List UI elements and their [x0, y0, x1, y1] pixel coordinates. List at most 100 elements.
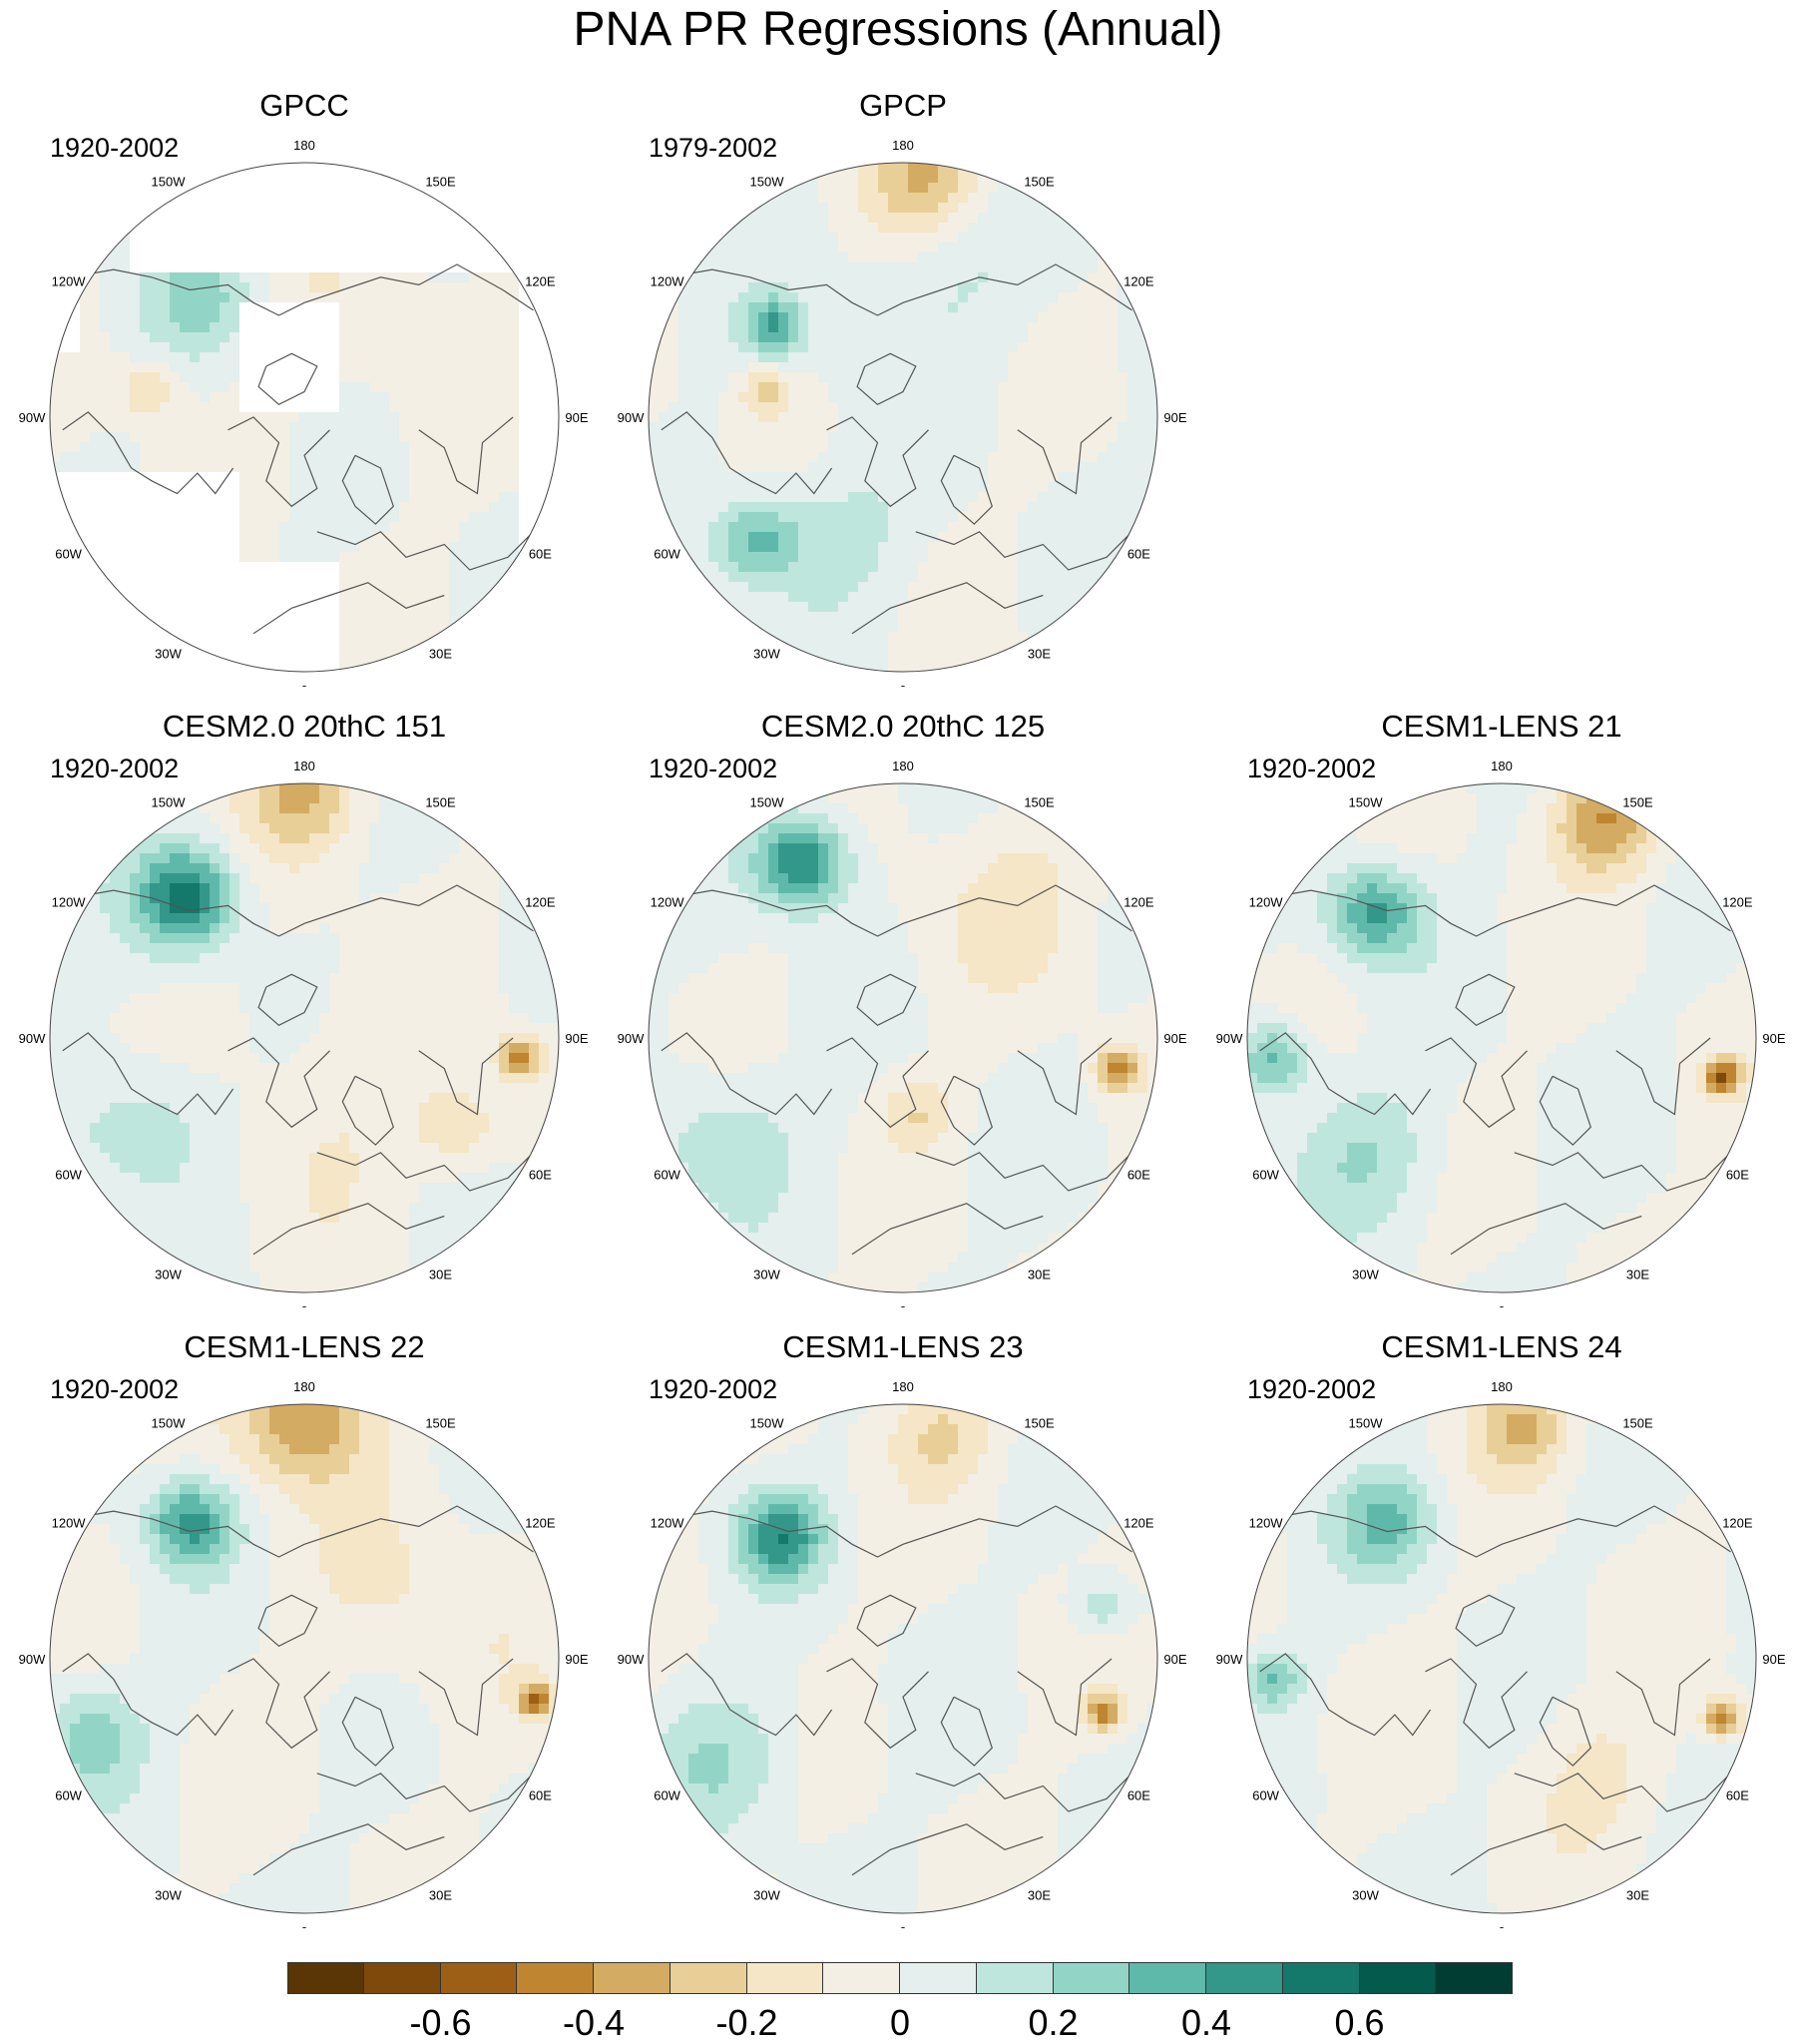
colorbar-swatch	[1054, 1962, 1130, 1994]
longitude-label: 180	[1491, 1379, 1513, 1394]
longitude-label: 120E	[1123, 1516, 1154, 1531]
longitude-label: 60W	[55, 1168, 82, 1183]
longitude-label: 90E	[1762, 1652, 1785, 1667]
colorbar	[287, 1962, 1513, 1994]
longitude-label: 150W	[750, 1416, 785, 1431]
colorbar-swatch	[747, 1962, 824, 1994]
longitude-label: 60W	[654, 1788, 680, 1803]
longitude-label: 60E	[529, 547, 552, 562]
precip-field	[649, 783, 1158, 1293]
longitude-label: 30E	[1028, 1887, 1051, 1902]
longitude-label: 30W	[155, 1887, 182, 1902]
longitude-label: 90E	[1163, 410, 1186, 425]
longitude-label: 30E	[429, 646, 452, 661]
polar-map: 180150E120E90E60E30E030W60W90W120W150W	[1202, 709, 1796, 1307]
longitude-label: 90W	[618, 410, 645, 425]
longitude-label: 60W	[654, 547, 680, 562]
precip-field	[50, 1404, 560, 1914]
longitude-label: 150E	[1024, 795, 1055, 810]
longitude-label: 90W	[618, 1031, 645, 1046]
longitude-label: 60E	[529, 1168, 552, 1183]
longitude-label: 60E	[1726, 1168, 1749, 1183]
longitude-label: 60E	[1127, 547, 1150, 562]
longitude-label: 120W	[52, 274, 87, 289]
longitude-label: 30W	[753, 1267, 780, 1281]
colorbar-swatch	[287, 1962, 364, 1994]
longitude-label: 30W	[753, 646, 780, 661]
polar-map: 180150E120E90E60E30E030W60W90W120W150W	[604, 709, 1202, 1307]
longitude-label: 150W	[1349, 795, 1384, 810]
colorbar-swatch	[1206, 1962, 1283, 1994]
precip-field	[1247, 1404, 1757, 1914]
longitude-label: 90W	[19, 410, 46, 425]
longitude-label: 30E	[1626, 1887, 1649, 1902]
colorbar-swatch	[823, 1962, 900, 1994]
longitude-label: 0	[300, 1924, 307, 1928]
precip-field	[649, 1404, 1158, 1914]
longitude-label: 90W	[19, 1031, 46, 1046]
longitude-label: 30E	[1626, 1267, 1649, 1281]
longitude-label: 120E	[1722, 895, 1753, 910]
longitude-label: 180	[293, 759, 315, 773]
longitude-label: 90E	[1163, 1652, 1186, 1667]
longitude-label: 0	[1498, 1303, 1505, 1307]
longitude-label: 150W	[750, 795, 785, 810]
polar-map: 180150E120E90E60E30E030W60W90W120W150W	[1202, 1329, 1796, 1928]
longitude-label: 150W	[152, 1416, 187, 1431]
longitude-label: 30E	[429, 1887, 452, 1902]
longitude-label: 30W	[155, 646, 182, 661]
longitude-label: 30W	[753, 1887, 780, 1902]
precip-field	[1247, 783, 1757, 1293]
longitude-label: 0	[899, 683, 906, 687]
colorbar-swatch	[594, 1962, 671, 1994]
longitude-label: 150E	[1622, 795, 1653, 810]
longitude-label: 30W	[1352, 1267, 1379, 1281]
colorbar-swatch	[1436, 1962, 1513, 1994]
longitude-label: 60W	[1252, 1788, 1279, 1803]
longitude-label: 180	[892, 1379, 914, 1394]
longitude-label: 150E	[425, 1416, 456, 1431]
longitude-label: 60W	[1252, 1168, 1279, 1183]
colorbar-swatch	[1129, 1962, 1206, 1994]
longitude-label: 60W	[55, 1788, 82, 1803]
longitude-label: 150E	[425, 795, 456, 810]
longitude-label: 180	[1491, 759, 1513, 773]
colorbar-swatch	[517, 1962, 594, 1994]
longitude-label: 0	[300, 683, 307, 687]
longitude-label: 180	[293, 138, 315, 153]
longitude-label: 120E	[1722, 1516, 1753, 1531]
longitude-label: 60W	[654, 1168, 680, 1183]
figure-title: PNA PR Regressions (Annual)	[0, 2, 1796, 57]
longitude-label: 60W	[55, 547, 82, 562]
longitude-label: 0	[899, 1303, 906, 1307]
longitude-label: 120W	[52, 895, 87, 910]
longitude-label: 90E	[565, 1031, 588, 1046]
longitude-label: 90E	[565, 1652, 588, 1667]
longitude-label: 180	[892, 759, 914, 773]
longitude-label: 150W	[152, 175, 187, 190]
longitude-label: 150E	[1622, 1416, 1653, 1431]
longitude-label: 60E	[1127, 1788, 1150, 1803]
longitude-label: 30E	[429, 1267, 452, 1281]
longitude-label: 150W	[1349, 1416, 1384, 1431]
longitude-label: 120E	[525, 1516, 556, 1531]
longitude-label: 60E	[1127, 1168, 1150, 1183]
colorbar-swatch	[364, 1962, 441, 1994]
map-panel-gpcc: GPCC 1920-2002 180150E120E90E60E30E030W6…	[5, 88, 604, 687]
colorbar-swatch	[900, 1962, 977, 1994]
longitude-label: 150E	[425, 175, 456, 190]
longitude-label: 120E	[525, 895, 556, 910]
polar-map: 180150E120E90E60E30E030W60W90W120W150W	[5, 1329, 604, 1928]
longitude-label: 120W	[651, 1516, 685, 1531]
colorbar-swatch	[1360, 1962, 1437, 1994]
polar-map: 180150E120E90E60E30E030W60W90W120W150W	[604, 1329, 1202, 1928]
polar-map: 180150E120E90E60E30E030W60W90W120W150W	[5, 88, 604, 687]
longitude-label: 120W	[1249, 895, 1284, 910]
longitude-label: 180	[892, 138, 914, 153]
precip-field	[50, 163, 560, 673]
longitude-label: 150W	[750, 175, 785, 190]
longitude-label: 120E	[1123, 274, 1154, 289]
